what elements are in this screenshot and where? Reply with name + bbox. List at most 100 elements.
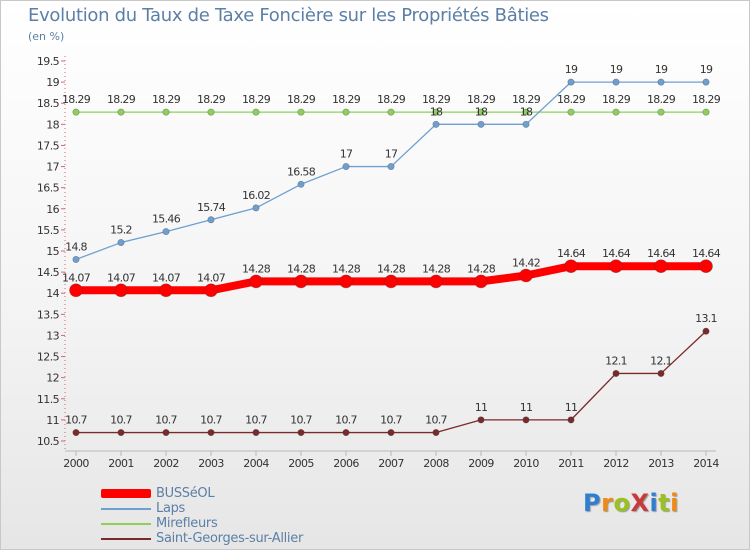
data-label-laps: 17 [340, 148, 353, 161]
chart-legend: BUSSéOL Laps Mirefleurs Saint-Georges-su… [101, 486, 361, 546]
data-label-saint-georges: 12.1 [605, 354, 627, 367]
legend-label: Laps [156, 501, 186, 516]
data-point-bussol [114, 283, 128, 298]
data-label-bussol: 14.42 [512, 256, 540, 269]
series-layer [69, 78, 713, 437]
data-label-saint-georges: 11 [565, 401, 578, 414]
legend-item: BUSSéOL [101, 486, 361, 501]
legend-item: Mirefleurs [101, 516, 361, 531]
data-label-laps: 16.58 [287, 165, 316, 178]
data-point-saint-georges [567, 416, 575, 424]
data-point-bussol [609, 259, 623, 274]
data-point-mirefleurs [117, 108, 125, 116]
legend-swatch-laps [101, 508, 151, 510]
data-point-saint-georges [702, 327, 710, 335]
data-label-bussol: 14.64 [557, 247, 586, 260]
data-label-bussol: 14.64 [647, 247, 676, 260]
data-label-bussol: 14.07 [197, 271, 226, 284]
x-tick-label: 2008 [423, 457, 449, 470]
x-tick-label: 2006 [333, 457, 359, 470]
logo-letter: o [613, 489, 631, 517]
data-label-laps: 15.2 [110, 224, 132, 237]
data-point-laps [342, 163, 350, 171]
data-point-bussol [294, 274, 308, 289]
legend-label: Mirefleurs [156, 516, 218, 531]
y-tick-label: 16 [46, 203, 59, 216]
data-label-bussol: 14.28 [242, 262, 271, 275]
x-tick-label: 2004 [243, 457, 269, 470]
legend-item: Laps [101, 501, 361, 516]
y-tick-label: 12.5 [37, 351, 60, 364]
data-label-mirefleurs: 18.29 [512, 93, 541, 106]
data-point-laps [567, 78, 575, 86]
data-label-laps: 15.74 [197, 201, 226, 214]
y-tick-label: 16.5 [37, 182, 60, 195]
data-label-mirefleurs: 18.29 [242, 93, 271, 106]
y-tick-label: 11 [46, 414, 59, 427]
data-point-saint-georges [477, 416, 485, 424]
data-point-bussol [429, 274, 443, 289]
data-point-bussol [699, 259, 713, 274]
data-point-bussol [69, 283, 83, 298]
data-point-mirefleurs [72, 108, 80, 116]
y-tick-label: 12 [46, 372, 59, 385]
data-label-bussol: 14.07 [152, 271, 181, 284]
x-tick-label: 2002 [153, 457, 179, 470]
data-label-mirefleurs: 18.29 [287, 93, 316, 106]
data-point-saint-georges [297, 429, 305, 437]
data-point-mirefleurs [207, 108, 215, 116]
data-point-saint-georges [432, 429, 440, 437]
x-tick-label: 2011 [558, 457, 584, 470]
data-label-laps: 15.46 [152, 213, 181, 226]
y-tick-label: 18 [46, 118, 59, 131]
data-point-laps [207, 216, 215, 224]
data-label-bussol: 14.28 [287, 262, 316, 275]
proxiti-logo: ProXiti [583, 489, 679, 517]
data-label-bussol: 14.07 [107, 271, 136, 284]
data-label-mirefleurs: 18.29 [377, 93, 406, 106]
data-point-laps [477, 120, 485, 128]
data-label-mirefleurs: 18.29 [152, 93, 181, 106]
data-point-bussol [249, 274, 263, 289]
data-label-bussol: 14.07 [62, 271, 91, 284]
data-point-bussol [654, 259, 668, 274]
data-label-laps: 19 [565, 63, 578, 76]
data-point-bussol [159, 283, 173, 298]
data-label-laps: 17 [385, 148, 398, 161]
data-label-saint-georges: 10.7 [155, 414, 177, 427]
x-tick-label: 2009 [468, 457, 494, 470]
data-label-mirefleurs: 18.29 [197, 93, 226, 106]
data-label-mirefleurs: 18.29 [602, 93, 631, 106]
x-tick-label: 2014 [693, 457, 719, 470]
data-point-laps [432, 120, 440, 128]
y-tick-label: 19 [46, 76, 59, 89]
data-label-laps: 19 [610, 63, 623, 76]
y-tick-label: 15 [46, 245, 59, 258]
x-tick-label: 2012 [603, 457, 629, 470]
data-label-bussol: 14.64 [602, 247, 631, 260]
data-label-saint-georges: 10.7 [65, 414, 87, 427]
data-label-laps: 19 [655, 63, 668, 76]
data-point-saint-georges [387, 429, 395, 437]
data-point-saint-georges [162, 429, 170, 437]
data-label-saint-georges: 12.1 [650, 354, 672, 367]
logo-letter: P [583, 489, 602, 517]
data-label-saint-georges: 10.7 [380, 414, 402, 427]
y-tick-label: 19.5 [37, 55, 60, 68]
data-label-saint-georges: 13.1 [695, 312, 717, 325]
data-label-mirefleurs: 18.29 [467, 93, 496, 106]
data-point-saint-georges [207, 429, 215, 437]
data-point-mirefleurs [252, 108, 260, 116]
data-labels-layer: 14.07 14.07 14.07 14.07 14.28 14.28 14.28 14.28… [62, 63, 721, 426]
data-point-laps [387, 163, 395, 171]
legend-label: Saint-Georges-sur-Allier [156, 531, 303, 546]
data-label-saint-georges: 10.7 [335, 414, 357, 427]
data-label-mirefleurs: 18.29 [647, 93, 676, 106]
data-label-mirefleurs: 18.29 [107, 93, 136, 106]
legend-swatch-bussol [101, 489, 151, 498]
chart-title: Evolution du Taux de Taxe Foncière sur l… [28, 5, 549, 26]
data-point-laps [252, 204, 260, 212]
data-point-mirefleurs [612, 108, 620, 116]
data-label-mirefleurs: 18.29 [332, 93, 361, 106]
